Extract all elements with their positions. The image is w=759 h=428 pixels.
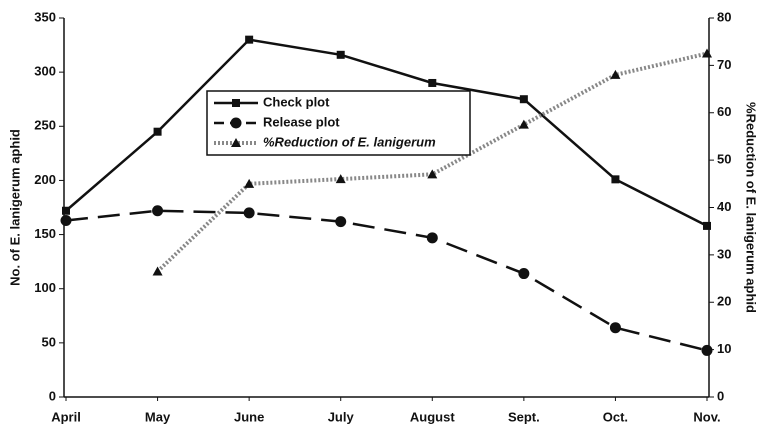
marker (153, 127, 162, 136)
y2-tick-label: 0 (717, 388, 724, 403)
marker (60, 214, 72, 226)
y-tick-label: 50 (42, 334, 56, 349)
y2-tick-label: 10 (717, 341, 731, 356)
marker (518, 119, 529, 129)
marker (244, 178, 255, 188)
marker (245, 35, 254, 44)
marker (230, 117, 242, 129)
y2-tick-label: 20 (717, 294, 731, 309)
marker (703, 221, 711, 230)
marker (152, 205, 164, 217)
marker (609, 322, 621, 334)
marker (152, 266, 163, 276)
marker (62, 206, 70, 215)
marker (243, 207, 255, 219)
legend: Check plot Release plot %Reduction of E. l… (206, 90, 471, 156)
x-tick-label: April (51, 409, 81, 424)
x-tick-label: Sept. (508, 409, 540, 424)
marker (611, 175, 620, 184)
marker (518, 268, 530, 280)
x-tick-label: August (410, 409, 455, 424)
y-axis-label: No. of E. lanigerum aphid (7, 129, 22, 286)
y2-tick-label: 60 (717, 104, 731, 119)
y2-tick-label: 40 (717, 199, 731, 214)
marker (428, 78, 437, 87)
y-tick-label: 200 (34, 172, 56, 187)
y-tick-label: 250 (34, 118, 56, 133)
x-tick-label: May (145, 409, 171, 424)
series-line (65, 38, 708, 228)
marker (427, 169, 438, 179)
marker (702, 48, 712, 58)
y-tick-label: 350 (34, 9, 56, 24)
y2-axis-label: %Reduction of E. lanigerum aphid (744, 102, 759, 313)
y-tick-label: 300 (34, 64, 56, 79)
marker (336, 50, 345, 59)
legend-label: Release plot (263, 114, 340, 129)
marker (610, 69, 621, 79)
marker (231, 138, 241, 147)
y-tick-label: 150 (34, 226, 56, 241)
x-tick-label: July (328, 409, 355, 424)
series-line (65, 209, 708, 352)
x-tick-label: Nov. (693, 409, 720, 424)
x-tick-label: Oct. (603, 409, 628, 424)
marker (426, 232, 438, 244)
marker (335, 174, 346, 184)
legend-label: %Reduction of E. lanigerum (263, 134, 436, 149)
y2-tick-label: 70 (717, 57, 731, 72)
y-tick-label: 100 (34, 280, 56, 295)
marker (335, 216, 347, 228)
marker (701, 344, 713, 356)
marker (232, 99, 240, 107)
y2-tick-label: 30 (717, 246, 731, 261)
y-tick-label: 0 (49, 388, 56, 403)
legend-label: Check plot (263, 94, 330, 109)
x-tick-label: June (234, 409, 264, 424)
y2-tick-label: 80 (717, 9, 731, 24)
marker (519, 95, 528, 104)
y2-tick-label: 50 (717, 152, 731, 167)
